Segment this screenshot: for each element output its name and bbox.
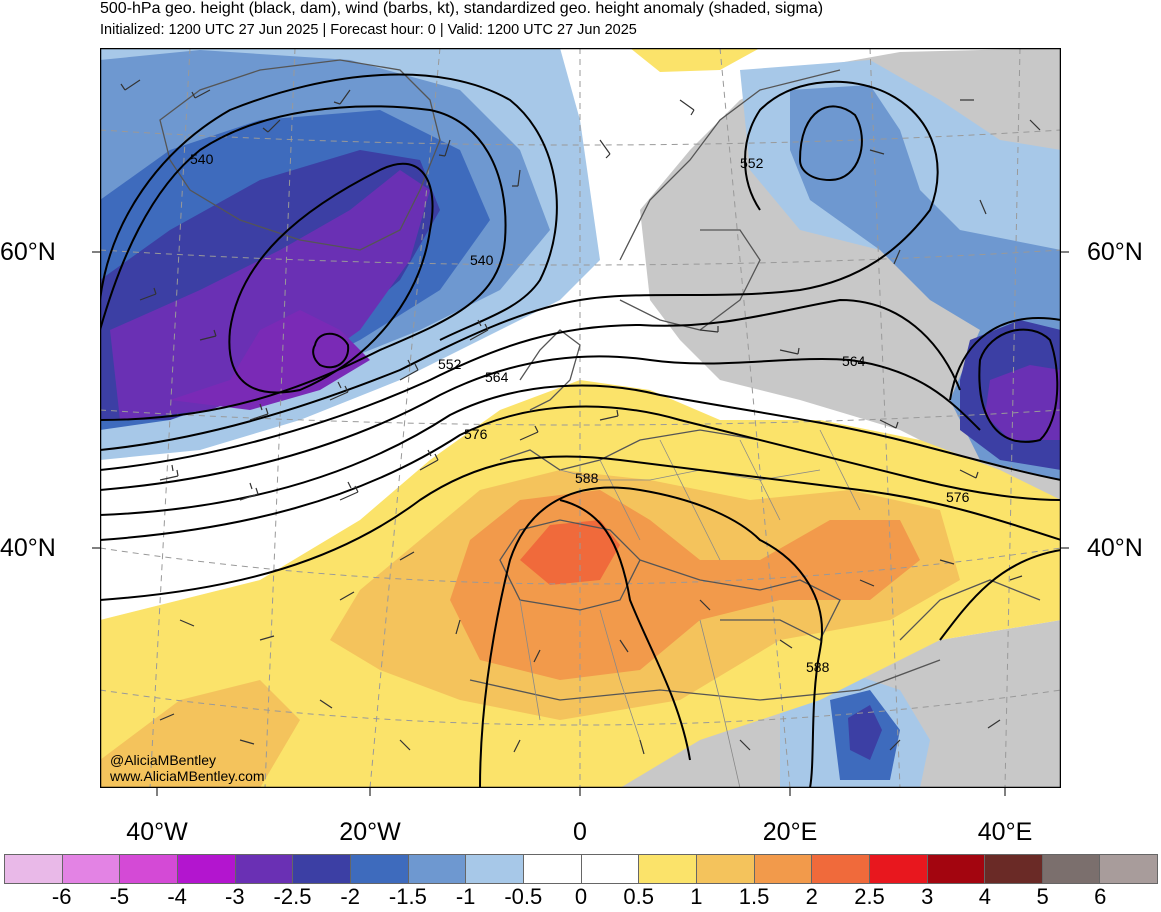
contour-534 [228, 162, 434, 394]
contour-546 [100, 73, 558, 341]
contour-588-east [939, 549, 1061, 641]
colorbar-swatch [62, 855, 121, 883]
contour-582 [100, 455, 1061, 601]
colorbar [4, 854, 1158, 884]
colorbar-tick-label: 0 [574, 884, 588, 909]
contour-576 [100, 405, 1061, 541]
colorbar-swatch [350, 855, 409, 883]
contour-558 [100, 298, 961, 471]
colorbar-swatch [235, 855, 294, 883]
lat-label-right-40: 40°N [1087, 534, 1143, 562]
height-contours [100, 73, 1061, 788]
chart-subtitle: Initialized: 1200 UTC 27 Jun 2025 | Fore… [100, 22, 637, 38]
chart-title: 500-hPa geo. height (black, dam), wind (… [100, 0, 824, 17]
contour-528 [312, 332, 350, 369]
credit-handle: @AliciaMBentley [110, 752, 217, 768]
contour-label: 576 [464, 426, 488, 442]
contour-546-russia [978, 328, 1059, 443]
lat-label-left-40: 40°N [0, 534, 56, 562]
wind-barbs [120, 79, 1041, 755]
colorbar-swatch [408, 855, 467, 883]
anomaly-neg-25-russia [985, 365, 1061, 440]
colorbar-swatch [523, 855, 582, 883]
lon-label-20w: 20°W [339, 818, 401, 846]
contour-552-russia [949, 317, 1061, 401]
colorbar-tick-label: 2.5 [854, 884, 885, 909]
lon-label-20e: 20°E [762, 818, 818, 846]
contour-label: 564 [842, 353, 866, 369]
contour-label: 588 [575, 470, 599, 486]
colorbar-swatch [5, 855, 63, 883]
colorbar-tick-label: -1.5 [388, 884, 427, 909]
colorbar-swatch [696, 855, 755, 883]
anomaly-neg-2-east-med [848, 705, 882, 760]
colorbar-tick-label: -6 [51, 884, 72, 909]
contour-label: 540 [470, 252, 494, 268]
contour-label: 552 [438, 356, 462, 372]
anomaly-pos-1-southwest [100, 680, 300, 788]
anomaly-neg-25-atlantic [110, 170, 430, 420]
colorbar-swatch [1042, 855, 1101, 883]
colorbar-tick-label: 6 [1094, 884, 1107, 909]
colorbar-swatch [293, 855, 351, 883]
colorbar-tick-label: -2.5 [273, 884, 312, 909]
colorbar-swatch [812, 855, 870, 883]
colorbar-swatch [120, 855, 178, 883]
lon-label-0: 0 [573, 818, 587, 846]
contour-540-russia [798, 105, 863, 182]
contour-label: 588 [806, 659, 830, 675]
colorbar-swatch [927, 855, 986, 883]
colorbar-swatch [869, 855, 928, 883]
colorbar-tick-label: -1 [455, 884, 476, 909]
colorbar-swatch [985, 855, 1043, 883]
credit-site: www.AliciaMBentley.com [110, 768, 265, 784]
colorbar-swatch [581, 855, 640, 883]
contour-588-b [559, 499, 691, 761]
contour-label: 552 [740, 155, 764, 171]
lat-label-right-60: 60°N [1087, 238, 1143, 266]
anomaly-neg-3-atlantic [170, 310, 370, 410]
colorbar-tick-label: 2 [805, 884, 818, 909]
colorbar-tick-label: 1.5 [738, 884, 770, 909]
colorbar-tick-label: -4 [167, 884, 187, 909]
contour-label-group: 540 540 552 552 564 564 576 576 588 588 [190, 151, 970, 675]
contour-570 [100, 384, 1061, 516]
coastlines [159, 59, 1041, 701]
lon-label-40w: 40°W [126, 818, 188, 846]
colorbar-tick-label: 4 [978, 884, 992, 909]
contour-label: 564 [485, 369, 509, 385]
colorbar-swatch [1100, 855, 1158, 883]
colorbar-swatch [466, 855, 524, 883]
contour-552-north [100, 80, 939, 451]
colorbar-swatch [177, 855, 236, 883]
anomaly-pos-2-iberia [520, 520, 620, 585]
colorbar-tick-label: -0.5 [504, 884, 543, 909]
contour-540-west [100, 105, 507, 421]
colorbar-swatch [639, 855, 697, 883]
lat-label-left-60: 60°N [0, 238, 56, 266]
contour-564 [100, 355, 981, 491]
colorbar-tick-label: -5 [109, 884, 130, 909]
contour-588 [479, 486, 823, 788]
graticule [100, 48, 1061, 788]
colorbar-tick-label: 1 [690, 884, 703, 909]
colorbar-swatch [754, 855, 813, 883]
lon-label-40e: 40°E [977, 818, 1033, 846]
colorbar-tick-label: 0.5 [623, 884, 654, 909]
contour-label: 540 [190, 151, 214, 167]
colorbar-tick-label: 3 [921, 884, 934, 909]
colorbar-tick-label: 5 [1036, 884, 1049, 909]
anomaly-pos-05-top [630, 48, 760, 72]
colorbar-tick-label: -3 [225, 884, 245, 909]
frame-ticks [92, 251, 1069, 796]
contour-label: 576 [946, 489, 970, 505]
colorbar-tick-label: -2 [340, 884, 360, 909]
